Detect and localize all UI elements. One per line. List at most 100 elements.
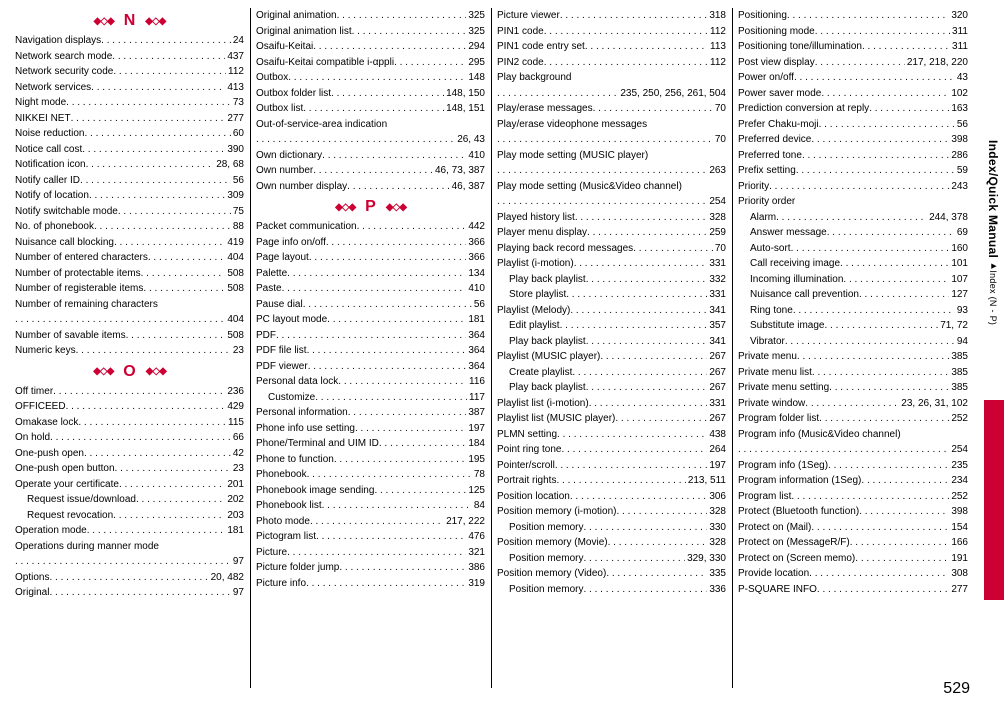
entry-label: Palette: [256, 266, 287, 282]
index-entry: Preferred tone286: [738, 148, 968, 164]
page-ref: 254: [707, 194, 726, 210]
dot-leader: [574, 256, 708, 272]
index-entry: Phonebook78: [256, 467, 485, 483]
dot-leader: [53, 384, 225, 400]
dot-leader: [817, 582, 949, 598]
entry-label: Play back playlist: [497, 380, 586, 396]
page-ref: 286: [949, 148, 968, 164]
index-entry: Osaifu-Keitai294: [256, 39, 485, 55]
entry-label: Playlist list (i-motion): [497, 396, 589, 412]
dot-leader: [307, 343, 467, 359]
page-ref: 116: [467, 374, 485, 390]
dot-leader: [89, 188, 225, 204]
entry-label: Position memory (Movie): [497, 535, 608, 551]
dot-leader: [309, 250, 466, 266]
index-entry: Number of protectable items508: [15, 266, 244, 282]
page-ref: 264: [707, 442, 726, 458]
entry-label: Playlist list (MUSIC player): [497, 411, 615, 427]
page-ref: 429: [225, 399, 244, 415]
entry-label: Nuisance call blocking: [15, 235, 114, 251]
page-ref: 42: [231, 446, 244, 462]
entry-label: Outbox folder list: [256, 86, 331, 102]
page-ref: 71, 72: [938, 318, 968, 334]
dot-leader: [583, 551, 685, 567]
entry-label: Noise reduction: [15, 126, 84, 142]
page-ref: 267: [707, 411, 726, 427]
entry-label: Position memory: [497, 520, 583, 536]
page-ref: 331: [707, 287, 726, 303]
entry-label: Power on/off: [738, 70, 794, 86]
index-entry: Edit playlist357: [497, 318, 726, 334]
page-ref: 331: [707, 256, 726, 272]
page-ref: 56: [955, 117, 968, 133]
page-ref: 26, 43: [455, 132, 485, 148]
page-ref: 73: [231, 95, 244, 111]
index-entry: Own number46, 73, 387: [256, 163, 485, 179]
page-ref: 181: [466, 312, 485, 328]
entry-label: Private menu list: [738, 365, 812, 381]
index-entry: Played history list328: [497, 210, 726, 226]
entry-label: Phone/Terminal and UIM ID: [256, 436, 379, 452]
page-ref: 84: [472, 498, 485, 514]
entry-label: Own number display: [256, 179, 347, 195]
entry-label: Point ring tone: [497, 442, 562, 458]
index-entry: Play background: [497, 70, 726, 86]
dot-leader: [769, 179, 949, 195]
dot-leader: [796, 163, 955, 179]
page-ref: 148, 150: [444, 86, 485, 102]
diamond-icon: ◆◇◆: [335, 202, 355, 213]
page-ref: 244, 378: [927, 210, 968, 226]
page-ref: 202: [225, 492, 244, 508]
page-ref: 311: [950, 24, 968, 40]
index-entry: Prefix setting59: [738, 163, 968, 179]
index-entry: Play back playlist332: [497, 272, 726, 288]
index-entry: Play back playlist267: [497, 380, 726, 396]
index-entry: Priority order: [738, 194, 968, 210]
page-ref: 404: [225, 312, 244, 328]
entry-label: One-push open button: [15, 461, 115, 477]
entry-label: Number of registerable items: [15, 281, 143, 297]
dot-leader: [633, 241, 713, 257]
page-ref: 294: [466, 39, 485, 55]
index-entry: Playlist list (i-motion)331: [497, 396, 726, 412]
index-entry: Noise reduction60: [15, 126, 244, 142]
index-entry: Phone info use setting197: [256, 421, 485, 437]
page-ref: 341: [707, 303, 726, 319]
dot-leader: [809, 566, 949, 582]
page-ref: 364: [466, 343, 485, 359]
dot-leader: [78, 415, 226, 431]
entry-label: Position memory (Video): [497, 566, 606, 582]
dot-leader: [303, 101, 444, 117]
entry-label: Pause dial: [256, 297, 303, 313]
entry-label: Original: [15, 585, 49, 601]
index-entry: Playing back record messages70: [497, 241, 726, 257]
index-entry: Protect on (Mail)154: [738, 520, 968, 536]
page-ref: 252: [949, 411, 968, 427]
index-entry: Options20, 482: [15, 570, 244, 586]
dot-leader: [787, 8, 949, 24]
index-entry: Original animation list325: [256, 24, 485, 40]
entry-label: PDF: [256, 328, 276, 344]
entry-label: One-push open: [15, 446, 84, 462]
side-main: Index/Quick Manual: [986, 140, 1000, 258]
entry-label: Playlist (MUSIC player): [497, 349, 600, 365]
dot-leader: [791, 241, 950, 257]
index-entry: PDF viewer364: [256, 359, 485, 375]
entry-label: Program list: [738, 489, 791, 505]
page-ref: 160: [949, 241, 968, 257]
index-entry: One-push open 42: [15, 446, 244, 462]
dot-leader: [828, 458, 949, 474]
page-ref: 203: [225, 508, 244, 524]
page-ref: 295: [466, 55, 485, 71]
index-entry: Notify switchable mode75: [15, 204, 244, 220]
dot-leader: [575, 210, 708, 226]
index-entry: PDF364: [256, 328, 485, 344]
page-ref: 75: [231, 204, 244, 220]
dot-leader: [148, 250, 225, 266]
dot-leader: [91, 80, 225, 96]
entry-label: Protect on (Mail): [738, 520, 811, 536]
page-ref: 101: [949, 256, 968, 272]
dot-leader: [587, 225, 707, 241]
dot-leader: [585, 39, 708, 55]
dot-leader: [94, 219, 231, 235]
